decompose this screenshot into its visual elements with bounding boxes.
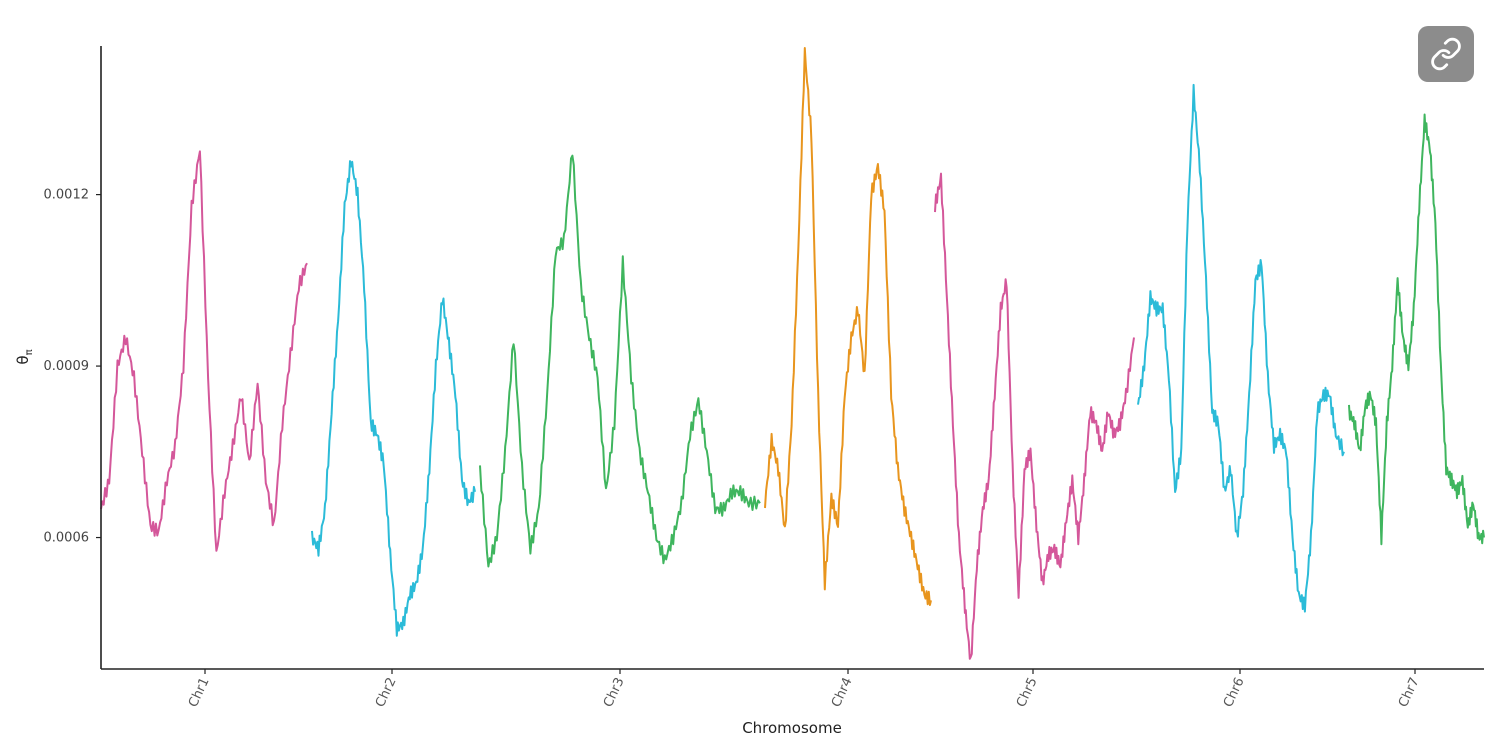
x-tick-label-chr5: Chr5: [1014, 675, 1041, 709]
series-line-chr7: [1348, 113, 1485, 546]
link-button[interactable]: [1418, 26, 1474, 82]
x-tick-label-chr3: Chr3: [601, 675, 628, 709]
y-axis-title: θπ: [14, 349, 35, 364]
series-line-chr3: [479, 154, 761, 568]
y-tick-label: 0.0006: [44, 531, 90, 546]
y-ticks: 0.0006 0.0009 0.0012: [44, 188, 101, 546]
y-axis-title-symbol: θ: [14, 355, 32, 364]
series-layer: [100, 47, 1485, 660]
series-line-chr5: [934, 172, 1135, 660]
x-axis-title: Chromosome: [742, 719, 842, 737]
y-tick-label: 0.0012: [44, 188, 90, 203]
x-tick-label-chr2: Chr2: [373, 675, 400, 709]
series-line-chr1: [100, 150, 308, 552]
link-icon: [1431, 37, 1461, 71]
series-line-chr2: [311, 160, 476, 637]
x-ticks: Chr1 Chr2 Chr3 Chr4 Chr5 Chr6 Chr7: [186, 669, 1423, 710]
x-tick-label-chr4: Chr4: [829, 675, 856, 709]
y-tick-label: 0.0009: [44, 359, 90, 374]
x-tick-label-chr7: Chr7: [1396, 675, 1423, 709]
x-tick-label-chr6: Chr6: [1221, 675, 1248, 709]
series-line-chr4: [764, 47, 932, 606]
x-tick-label-chr1: Chr1: [186, 675, 213, 709]
series-line-chr6: [1137, 83, 1345, 613]
y-axis-title-subscript: π: [24, 349, 35, 355]
